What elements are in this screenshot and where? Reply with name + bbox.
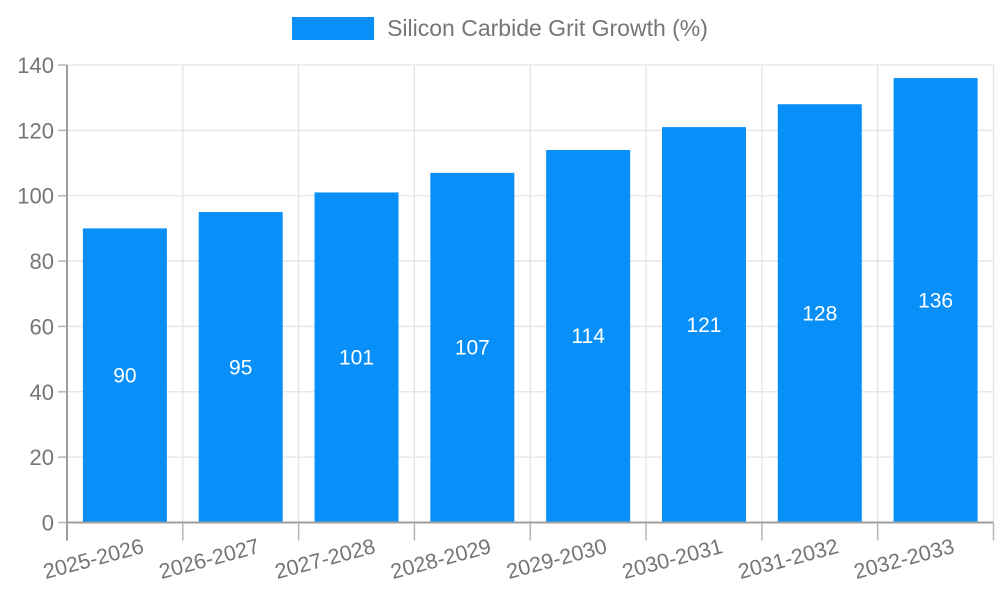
y-axis-label: 140 — [17, 53, 54, 78]
y-axis-label: 60 — [30, 314, 54, 339]
bar-value-label: 121 — [686, 314, 721, 337]
bar-2025-2026 — [82, 228, 167, 522]
y-axis-label: 100 — [17, 184, 54, 209]
bar-value-label: 136 — [918, 289, 953, 312]
x-axis-label: 2032-2033 — [851, 534, 957, 584]
bar-2032-2033 — [893, 78, 978, 523]
legend-label: Silicon Carbide Grit Growth (%) — [387, 14, 708, 41]
y-axis-label: 40 — [30, 380, 54, 405]
bar-2026-2027 — [198, 212, 283, 522]
bar-value-label: 128 — [802, 302, 837, 325]
bar-2031-2032 — [777, 104, 862, 522]
x-axis-label: 2027-2028 — [272, 534, 378, 584]
bar-value-label: 101 — [339, 346, 374, 369]
bar-value-label: 114 — [571, 325, 605, 348]
x-axis-label: 2030-2031 — [620, 534, 726, 584]
y-axis-label: 80 — [30, 249, 54, 274]
bar-value-label: 107 — [455, 337, 490, 360]
y-axis-label: 20 — [30, 445, 54, 470]
bar-value-label: 90 — [113, 364, 136, 387]
legend-swatch — [292, 16, 375, 40]
y-axis-label: 0 — [42, 511, 54, 536]
bar-2028-2029 — [430, 172, 515, 522]
bar-value-label: 95 — [229, 356, 252, 379]
x-axis-label: 2026-2027 — [156, 534, 262, 584]
y-axis-label: 120 — [17, 118, 54, 143]
bar-2029-2030 — [546, 149, 631, 522]
bar-2027-2028 — [314, 192, 399, 523]
chart-legend[interactable]: Silicon Carbide Grit Growth (%) — [0, 0, 1000, 46]
x-axis-label: 2028-2029 — [388, 534, 494, 584]
bar-2030-2031 — [661, 127, 746, 522]
x-axis-label: 2031-2032 — [736, 534, 842, 584]
x-axis-label: 2025-2026 — [41, 534, 147, 584]
x-axis-label: 2029-2030 — [504, 534, 610, 584]
